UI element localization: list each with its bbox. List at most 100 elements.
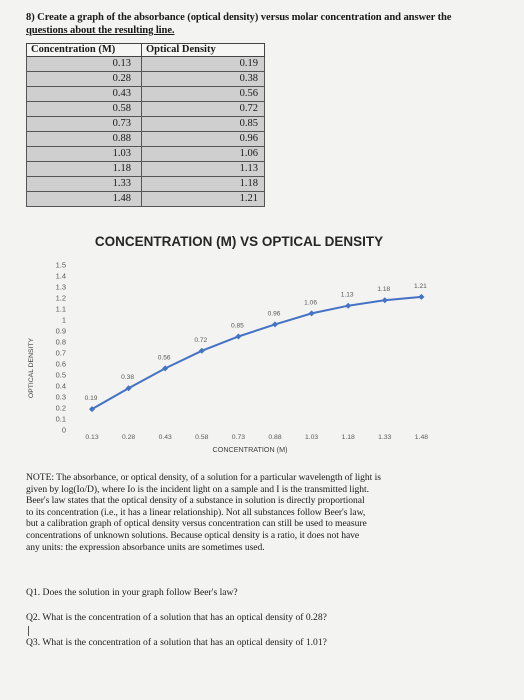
y-tick-labels: 0 0.1 0.2 0.3 0.4 0.5 0.6 0.7 0.8 0.9 1 1.1 1.2 1.3 1.… <box>56 261 66 435</box>
note-line: any units: the expression absorbance uni… <box>26 541 265 553</box>
chart: CONCENTRATION (M) VS OPTICAL DENSITY OPT… <box>28 234 428 454</box>
question-line-2: questions about the resulting line. <box>26 25 175 36</box>
data-label: 1.21 <box>414 283 427 290</box>
y-tick-label: 1.2 <box>56 294 66 303</box>
data-point <box>345 302 352 309</box>
cell-optical-density: 0.85 <box>141 116 265 132</box>
x-tick-label: 1.33 <box>378 434 391 441</box>
y-tick-label: 1.1 <box>56 305 66 314</box>
table-row: 0.58 0.72 <box>26 101 265 117</box>
table-row: 1.03 1.06 <box>26 146 265 162</box>
cell-concentration: 0.28 <box>26 71 142 87</box>
note-line: given by log(Io/D), where Io is the inci… <box>26 483 369 495</box>
y-tick-label: 0.2 <box>56 404 66 413</box>
chart-title: CONCENTRATION (M) VS OPTICAL DENSITY <box>95 234 383 249</box>
data-label: 1.18 <box>377 286 390 293</box>
cell-optical-density: 0.38 <box>141 71 265 87</box>
y-tick-label: 0.8 <box>56 338 66 347</box>
note-line: but a calibration graph of optical densi… <box>26 518 367 530</box>
y-tick-label: 1.3 <box>56 283 66 292</box>
y-tick-label: 0.4 <box>56 382 66 391</box>
data-label: 1.06 <box>304 299 317 306</box>
table-row: 0.28 0.38 <box>26 71 265 87</box>
table-row: 0.73 0.85 <box>26 116 265 132</box>
cell-optical-density: 0.19 <box>141 56 265 72</box>
y-tick-label: 0.5 <box>56 371 66 380</box>
data-label: 0.72 <box>194 337 207 344</box>
series-line <box>91 295 422 410</box>
data-label: 0.19 <box>85 395 98 402</box>
cell-optical-density: 1.13 <box>141 161 265 177</box>
question-heading: 8) Create a graph of the absorbance (opt… <box>26 11 506 37</box>
data-point <box>418 293 425 300</box>
question-line-1: 8) Create a graph of the absorbance (opt… <box>26 12 452 23</box>
table-row: 1.33 1.18 <box>26 176 265 192</box>
x-tick-label: 0.13 <box>85 434 98 441</box>
x-tick-label: 0.73 <box>232 434 245 441</box>
note-line: Beer's law states that the optical densi… <box>26 495 365 507</box>
y-tick-label: 0.3 <box>56 393 66 402</box>
cell-concentration: 0.13 <box>26 56 142 72</box>
header-optical-density: Optical Density <box>141 43 265 57</box>
series-points <box>89 293 425 413</box>
y-tick-label: 0.1 <box>56 415 66 424</box>
y-tick-label: 0.7 <box>56 349 66 358</box>
cell-optical-density: 1.21 <box>141 191 265 207</box>
data-label: 0.56 <box>158 354 171 361</box>
cell-optical-density: 0.96 <box>141 131 265 147</box>
table-row: 1.48 1.21 <box>26 191 265 207</box>
data-label: 0.96 <box>268 310 281 317</box>
cell-optical-density: 1.18 <box>141 176 265 192</box>
data-label: 0.85 <box>231 323 244 330</box>
cell-concentration: 1.48 <box>26 191 142 207</box>
data-point <box>235 333 242 340</box>
data-label: 1.13 <box>341 292 354 299</box>
question-3: Q3. What is the concentration of a solut… <box>26 637 327 648</box>
data-point <box>308 310 315 317</box>
x-tick-label: 0.43 <box>159 434 172 441</box>
note-line: NOTE: The absorbance, or optical density… <box>26 472 381 483</box>
note-paragraph: NOTE: The absorbance, or optical density… <box>26 472 496 553</box>
y-tick-label: 0.9 <box>56 327 66 336</box>
x-tick-label: 1.03 <box>305 434 318 441</box>
y-axis-label: OPTICAL DENSITY <box>28 337 35 398</box>
x-tick-label: 0.28 <box>122 434 135 441</box>
x-axis-label: CONCENTRATION (M) <box>213 445 288 454</box>
x-tick-labels: 0.13 0.28 0.43 0.58 0.73 0.88 1.03 1.18 1.33 1.48 <box>85 434 428 441</box>
cell-concentration: 0.73 <box>26 116 142 132</box>
cell-optical-density: 0.56 <box>141 86 265 102</box>
x-tick-label: 0.58 <box>195 434 208 441</box>
data-point <box>89 406 95 413</box>
data-point <box>125 385 132 392</box>
data-table: Concentration (M) Optical Density 0.13 0.… <box>26 43 265 207</box>
table-row: 0.13 0.19 <box>26 56 265 72</box>
table-row: 0.43 0.56 <box>26 86 265 102</box>
cell-concentration: 1.33 <box>26 176 142 192</box>
note-line: to its concentration (i.e., it has a lin… <box>26 506 366 518</box>
x-tick-label: 0.88 <box>268 434 281 441</box>
cell-optical-density: 0.72 <box>141 101 265 117</box>
x-tick-label: 1.48 <box>415 434 428 441</box>
note-line: concentrations of unknown solutions. Bec… <box>26 529 360 541</box>
cell-concentration: 1.18 <box>26 161 142 177</box>
data-point <box>198 347 205 354</box>
cell-concentration: 0.58 <box>26 101 142 117</box>
y-tick-label: 0.6 <box>56 360 66 369</box>
y-tick-label: 1 <box>62 316 66 325</box>
question-1: Q1. Does the solution in your graph foll… <box>26 587 238 598</box>
data-labels: 0.19 0.38 0.56 0.72 0.85 0.96 1.06 1.13 1.18 1.21 <box>85 283 428 402</box>
header-concentration: Concentration (M) <box>26 43 142 57</box>
cell-concentration: 0.88 <box>26 131 142 147</box>
y-tick-label: 0 <box>62 426 66 435</box>
y-tick-label: 1.4 <box>56 272 66 281</box>
table-header-row: Concentration (M) Optical Density <box>26 43 265 57</box>
y-tick-label: 1.5 <box>56 261 66 270</box>
series-polyline <box>91 295 422 410</box>
table-row: 1.18 1.13 <box>26 161 265 177</box>
question-2: Q2. What is the concentration of a solut… <box>26 612 327 623</box>
table-row: 0.88 0.96 <box>26 131 265 147</box>
x-tick-label: 1.18 <box>342 434 355 441</box>
cell-optical-density: 1.06 <box>141 146 265 162</box>
cell-concentration: 1.03 <box>26 146 142 162</box>
data-label: 0.38 <box>121 374 134 381</box>
